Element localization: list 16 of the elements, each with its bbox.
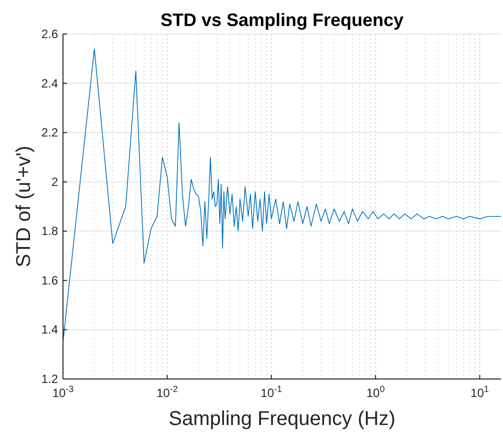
x-axis-title: Sampling Frequency (Hz) [168,408,396,430]
y-tick-label: 1.2 [41,372,58,386]
y-tick-label: 2.6 [41,27,58,41]
y-tick-label: 1.8 [41,224,58,238]
x-tick-label: 10$^{-1}$ [260,384,282,400]
x-tick-label: 10$^{-3}$ [52,384,74,400]
y-tick-label: 1.4 [41,322,58,337]
y-tick-label: 2 [51,174,58,189]
x-tick-label: 10$^{1}$ [470,384,489,400]
x-tick-label: 10$^{0}$ [366,384,385,400]
y-tick-label: 2.2 [41,126,58,140]
y-axis-title: STD of (u'+v') [13,146,35,268]
y-tick-label: 1.6 [41,273,58,288]
chart-title: STD vs Sampling Frequency [160,10,404,30]
x-tick-label: 10$^{-2}$ [156,384,178,400]
y-tick-label: 2.4 [41,76,58,90]
